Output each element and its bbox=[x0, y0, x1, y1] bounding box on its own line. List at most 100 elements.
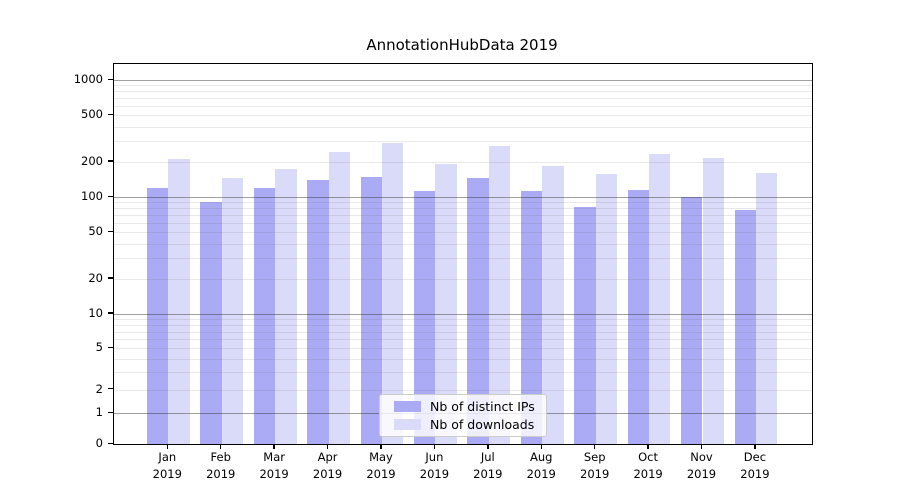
gridline-5 bbox=[114, 348, 812, 350]
bar-downloads-jan bbox=[168, 159, 190, 444]
gridline-600 bbox=[114, 106, 812, 108]
gridline-700 bbox=[114, 98, 812, 100]
bar-ips-oct bbox=[627, 190, 650, 444]
bar-ips-aug bbox=[520, 190, 543, 444]
x-tick-dec bbox=[754, 444, 756, 449]
gridline-10 bbox=[114, 313, 812, 315]
legend-label-downloads: Nb of downloads bbox=[430, 417, 535, 432]
bar-downloads-jul bbox=[488, 145, 511, 444]
y-tick-100 bbox=[108, 195, 113, 197]
x-tick-label-oct: Oct 2019 bbox=[633, 450, 663, 481]
gridline-50 bbox=[114, 232, 812, 234]
x-tick-label-aug: Aug 2019 bbox=[526, 450, 556, 481]
x-tick-oct bbox=[647, 444, 649, 449]
gridline-100 bbox=[114, 197, 812, 199]
gridline-60 bbox=[114, 223, 812, 225]
x-tick-jun bbox=[433, 444, 436, 449]
gridline-9 bbox=[114, 319, 812, 321]
y-tick-10 bbox=[108, 312, 113, 314]
gridline-500 bbox=[114, 115, 812, 117]
bar-ips-jun bbox=[414, 191, 436, 444]
gridline-900 bbox=[114, 85, 812, 87]
y-tick-20 bbox=[108, 277, 113, 279]
x-tick-feb bbox=[220, 444, 222, 449]
bar-downloads-mar bbox=[275, 168, 297, 444]
y-tick-500 bbox=[108, 113, 113, 116]
x-tick-label-may: May 2019 bbox=[366, 450, 396, 481]
x-tick-aug bbox=[540, 444, 542, 449]
bar-ips-sep bbox=[574, 206, 596, 444]
bar-ips-feb bbox=[200, 202, 222, 444]
bar-ips-dec bbox=[734, 210, 756, 444]
y-tick-label-100: 100 bbox=[81, 189, 103, 204]
y-tick-50 bbox=[108, 230, 113, 233]
bar-ips-may bbox=[360, 176, 382, 444]
y-tick-label-1000: 1000 bbox=[73, 72, 103, 87]
gridline-800 bbox=[114, 91, 812, 93]
y-tick-label-20: 20 bbox=[88, 270, 103, 285]
x-tick-jul bbox=[487, 444, 489, 449]
x-tick-label-mar: Mar 2019 bbox=[259, 450, 289, 481]
x-tick-sep bbox=[593, 444, 596, 449]
plot-area bbox=[113, 63, 813, 445]
legend-swatch-distinct-ips bbox=[394, 401, 421, 412]
bar-downloads-jun bbox=[435, 163, 457, 444]
bar-downloads-dec bbox=[755, 173, 778, 444]
gridline-8 bbox=[114, 324, 812, 326]
chart-title: AnnotationHubData 2019 bbox=[366, 36, 558, 54]
bar-downloads-oct bbox=[649, 154, 671, 444]
gridline-30 bbox=[114, 258, 812, 260]
x-tick-label-sep: Sep 2019 bbox=[580, 450, 610, 481]
bar-downloads-feb bbox=[221, 178, 244, 444]
bar-downloads-nov bbox=[702, 157, 724, 444]
gridline-80 bbox=[114, 208, 812, 210]
gridline-90 bbox=[114, 202, 812, 204]
x-tick-label-jul: Jul 2019 bbox=[473, 450, 503, 481]
x-tick-apr bbox=[326, 444, 329, 449]
x-tick-label-jan: Jan 2019 bbox=[152, 450, 182, 481]
y-tick-5 bbox=[108, 346, 113, 348]
y-tick-label-1: 1 bbox=[95, 405, 103, 420]
x-tick-jan bbox=[166, 444, 168, 449]
x-tick-mar bbox=[273, 444, 275, 449]
gridline-3 bbox=[114, 372, 812, 374]
bar-downloads-may bbox=[381, 143, 404, 444]
x-tick-label-nov: Nov 2019 bbox=[686, 450, 717, 481]
gridline-2 bbox=[114, 389, 812, 391]
y-tick-2 bbox=[108, 388, 113, 390]
legend-swatch-downloads bbox=[394, 419, 421, 430]
bar-ips-nov bbox=[681, 196, 703, 444]
legend-item-downloads: Nb of downloads bbox=[394, 418, 538, 431]
gridline-20 bbox=[114, 278, 812, 280]
gridline-6 bbox=[114, 339, 812, 341]
y-tick-label-500: 500 bbox=[81, 107, 103, 122]
x-tick-label-jun: Jun 2019 bbox=[419, 450, 450, 481]
y-tick-label-2: 2 bbox=[95, 381, 103, 396]
y-tick-200 bbox=[108, 160, 113, 162]
y-tick-1 bbox=[108, 411, 113, 414]
x-tick-label-apr: Apr 2019 bbox=[312, 450, 343, 481]
y-tick-label-10: 10 bbox=[88, 305, 103, 320]
x-tick-may bbox=[380, 444, 382, 449]
x-tick-nov bbox=[700, 444, 703, 449]
y-tick-0 bbox=[108, 442, 113, 444]
bar-downloads-apr bbox=[328, 152, 350, 444]
bar-ips-apr bbox=[307, 180, 329, 444]
y-tick-1000 bbox=[108, 78, 113, 81]
legend: Nb of distinct IPs Nb of downloads bbox=[379, 394, 547, 437]
gridline-200 bbox=[114, 161, 812, 163]
y-tick-label-200: 200 bbox=[81, 153, 103, 168]
legend-label-distinct-ips: Nb of distinct IPs bbox=[430, 399, 535, 414]
y-tick-label-50: 50 bbox=[88, 224, 103, 239]
bar-downloads-sep bbox=[595, 173, 618, 444]
gridline-70 bbox=[114, 215, 812, 217]
legend-item-distinct-ips: Nb of distinct IPs bbox=[394, 400, 538, 413]
bar-ips-mar bbox=[253, 187, 276, 444]
bar-ips-jul bbox=[467, 177, 489, 444]
gridline-4 bbox=[114, 358, 812, 360]
gridline-7 bbox=[114, 331, 812, 333]
gridline-400 bbox=[114, 126, 812, 128]
y-tick-label-5: 5 bbox=[95, 340, 103, 355]
gridline-1000 bbox=[114, 80, 812, 82]
